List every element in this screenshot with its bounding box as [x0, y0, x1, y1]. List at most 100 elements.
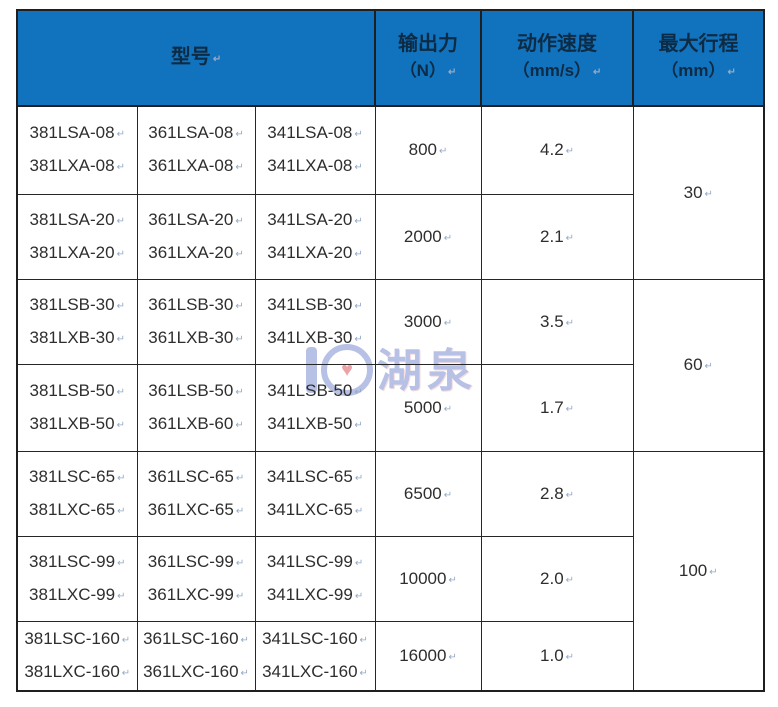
model-cell: 381LSB-30 ↵ 381LXB-30 ↵ [16, 278, 138, 365]
model-code: 381LXC-160 [24, 661, 120, 681]
model-code: 341LXB-50 [267, 413, 353, 433]
header-speed-line1: 动作速度 [517, 33, 598, 55]
model-code: 361LXA-20 [148, 242, 234, 262]
model-code: 361LXA-08 [148, 156, 234, 176]
header-force: 输出力 （N） ↵ [374, 9, 483, 107]
force-value: 16000 [399, 645, 447, 665]
return-mark-icon: ↵ [354, 472, 364, 484]
model-code: 361LSC-99 [147, 551, 234, 571]
stroke-value: 30 [683, 182, 703, 202]
model-code: 341LSA-20 [267, 209, 353, 229]
return-mark-icon: ↵ [117, 557, 126, 569]
model-code: 361LSA-20 [148, 209, 234, 229]
stroke-value: 100 [678, 560, 708, 580]
return-mark-icon: ↵ [448, 651, 457, 663]
model-code: 341LXC-160 [262, 661, 358, 681]
speed-cell: 4.2 ↵ [480, 105, 634, 195]
model-code: 341LXA-20 [267, 242, 353, 262]
speed-value: 2.8 [540, 483, 564, 503]
return-mark-icon: ↵ [116, 300, 125, 312]
return-mark-icon: ↵ [116, 129, 125, 141]
header-force-line1: 输出力 [398, 33, 459, 55]
model-cell: 341LSA-08 ↵ 341LXA-08 ↵ [254, 105, 376, 195]
header-model: 型号 ↵ [15, 9, 377, 107]
header-stroke: 最大行程 （mm） ↵ [632, 9, 766, 107]
force-cell: 10000 ↵ [374, 535, 482, 622]
return-mark-icon: ↵ [235, 419, 244, 431]
header-speed-line2: （mm/s） [512, 61, 592, 80]
model-cell: 381LSC-160 ↵ 381LXC-160 ↵ [16, 620, 138, 692]
model-code: 341LXC-65 [266, 499, 353, 519]
model-code: 361LXC-160 [143, 661, 239, 681]
model-cell: 381LSC-99 ↵ 381LXC-99 ↵ [16, 535, 138, 622]
model-cell: 361LSC-99 ↵ 361LXC-99 ↵ [136, 535, 256, 622]
force-cell: 16000 ↵ [374, 620, 482, 692]
return-mark-icon: ↵ [235, 333, 244, 345]
model-cell: 381LSB-50 ↵ 381LXB-50 ↵ [16, 363, 138, 452]
model-cell: 361LSA-20 ↵ 361LXA-20 ↵ [136, 193, 256, 280]
model-code: 341LXA-08 [267, 156, 353, 176]
model-code: 341LSA-08 [267, 123, 353, 143]
return-mark-icon: ↵ [443, 232, 453, 244]
force-value: 2000 [403, 226, 442, 246]
force-value: 6500 [403, 483, 442, 503]
return-mark-icon: ↵ [565, 317, 575, 329]
stroke-cell: 100 ↵ [632, 450, 765, 692]
model-code: 381LSC-160 [24, 628, 120, 648]
return-mark-icon: ↵ [117, 590, 126, 602]
return-mark-icon: ↵ [359, 634, 368, 646]
spec-table: 型号 ↵ 输出力 （N） ↵ 动作速度 （mm/s） ↵ 最大行程 （mm） ↵ [15, 9, 766, 692]
model-code: 341LSB-50 [267, 380, 353, 400]
model-cell: 341LSB-30 ↵ 341LXB-30 ↵ [254, 278, 376, 365]
model-code: 341LSC-160 [262, 628, 358, 648]
speed-value: 3.5 [540, 311, 564, 331]
return-mark-icon: ↵ [354, 215, 363, 227]
return-mark-icon: ↵ [565, 574, 575, 586]
table-row: 381LSB-30 ↵ 381LXB-30 ↵ 361LSB-30 ↵ 361LXB-… [16, 278, 765, 452]
model-code: 361LSA-08 [148, 123, 234, 143]
table-row: 381LSC-160 ↵ 381LXC-160 ↵ 361LSC-160 ↵ 361L… [16, 620, 764, 692]
header-row: 型号 ↵ 输出力 （N） ↵ 动作速度 （mm/s） ↵ 最大行程 （mm） ↵ [15, 9, 766, 107]
return-mark-icon: ↵ [593, 67, 602, 78]
return-mark-icon: ↵ [116, 419, 125, 431]
model-cell: 341LSC-160 ↵ 341LXC-160 ↵ [254, 620, 376, 692]
table-row: 381LSA-08 ↵ 381LXA-08 ↵ 361LSA-08 ↵ 361LXA-… [16, 105, 765, 280]
speed-value: 1.7 [540, 397, 564, 417]
return-mark-icon: ↵ [117, 505, 126, 517]
return-mark-icon: ↵ [704, 361, 713, 372]
force-value: 3000 [403, 311, 442, 331]
model-cell: 381LSA-08 ↵ 381LXA-08 ↵ [16, 105, 138, 195]
model-cell: 341LSB-50 ↵ 341LXB-50 ↵ [254, 363, 376, 452]
model-code: 341LSB-30 [267, 294, 353, 314]
return-mark-icon: ↵ [235, 472, 245, 484]
return-mark-icon: ↵ [235, 162, 244, 174]
return-mark-icon: ↵ [354, 300, 363, 312]
return-mark-icon: ↵ [235, 557, 245, 569]
return-mark-icon: ↵ [235, 300, 244, 312]
stroke-cell: 30 ↵ [632, 105, 765, 280]
return-mark-icon: ↵ [565, 489, 575, 501]
return-mark-icon: ↵ [354, 333, 363, 345]
return-mark-icon: ↵ [565, 146, 575, 158]
return-mark-icon: ↵ [235, 386, 244, 398]
return-mark-icon: ↵ [443, 317, 453, 329]
model-code: 381LXC-65 [29, 499, 116, 519]
model-cell: 341LSA-20 ↵ 341LXA-20 ↵ [254, 193, 376, 280]
return-mark-icon: ↵ [121, 667, 131, 679]
force-cell: 5000 ↵ [374, 363, 482, 452]
model-code: 341LXC-99 [266, 584, 353, 604]
speed-value: 2.0 [540, 568, 564, 588]
model-code: 361LXC-99 [147, 584, 234, 604]
model-code: 361LSC-65 [147, 466, 234, 486]
model-cell: 361LSC-160 ↵ 361LXC-160 ↵ [136, 620, 256, 692]
return-mark-icon: ↵ [235, 505, 245, 517]
model-cell: 361LSB-50 ↵ 361LXB-60 ↵ [136, 363, 256, 452]
return-mark-icon: ↵ [447, 67, 457, 78]
model-cell: 341LSC-65 ↵ 341LXC-65 ↵ [254, 450, 376, 537]
header-stroke-line1: 最大行程 [658, 33, 739, 55]
return-mark-icon: ↵ [443, 403, 453, 415]
return-mark-icon: ↵ [443, 489, 453, 501]
return-mark-icon: ↵ [704, 188, 713, 200]
model-code: 381LSA-08 [29, 123, 115, 143]
return-mark-icon: ↵ [354, 557, 364, 569]
